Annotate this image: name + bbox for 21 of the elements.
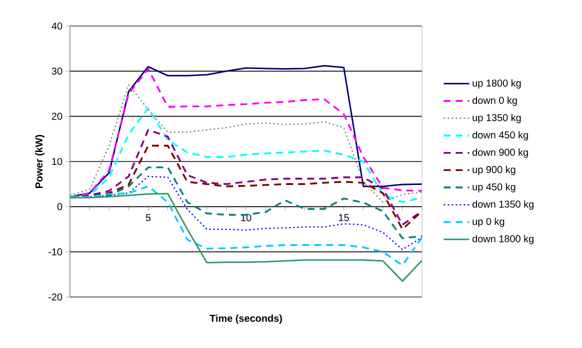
legend-label: up 900 kg	[472, 166, 516, 176]
x-tick-label: 5	[146, 214, 151, 222]
y-tick-label: 10	[52, 158, 62, 166]
y-tick-label: -10	[48, 248, 62, 256]
legend-label: down 1800 kg	[472, 234, 534, 244]
x-axis-title: Time (seconds)	[210, 314, 282, 324]
y-tick-label: 0	[57, 203, 62, 210]
legend-label: down 450 kg	[472, 131, 528, 140]
legend-label: up 450 kg	[472, 183, 516, 192]
legend-label: up 0 kg	[472, 218, 504, 227]
y-tick-label: -20	[48, 293, 62, 301]
y-tick-label: 20	[52, 112, 62, 120]
y-tick-label: 30	[52, 68, 62, 75]
legend-label: down 1350 kg	[472, 200, 534, 210]
legend-label: up 1800 kg	[472, 79, 521, 89]
legend-label: down 900 kg	[472, 148, 528, 158]
legend-label: up 1350 kg	[472, 114, 521, 124]
x-tick-label: 15	[339, 214, 349, 222]
y-tick-label: 40	[52, 22, 62, 30]
legend-label: down 0 kg	[472, 96, 517, 106]
y-axis-title: Power (kW)	[35, 134, 44, 188]
